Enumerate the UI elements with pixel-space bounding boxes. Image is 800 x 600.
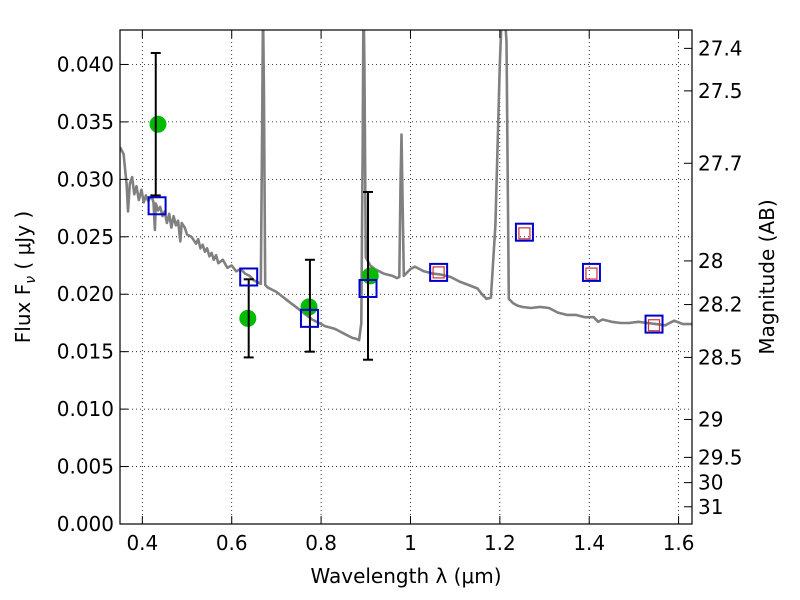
error-bar (243, 278, 254, 359)
y-axis-label-subscript: ν (23, 276, 39, 284)
y-tick-label: 0.010 (57, 397, 114, 421)
x-tick-label: 0.8 (305, 531, 337, 555)
right-tick-label: 27.5 (698, 79, 743, 103)
y-axis-label: Flux Fν ( μJy ) (11, 211, 39, 343)
error-bar (304, 258, 315, 353)
x-tick-label: 1.6 (663, 531, 695, 555)
x-tick-label: 0.6 (216, 531, 248, 555)
y-tick-label: 0.035 (57, 110, 114, 134)
model-flux-square (147, 196, 167, 216)
plot-frame (119, 29, 693, 525)
right-tick-label: 29 (698, 407, 723, 431)
x-tick-label: 1.2 (484, 531, 516, 555)
plot-area (120, 30, 692, 361)
x-tick-label: 1 (404, 531, 417, 555)
right-tick-label: 28.2 (698, 293, 743, 317)
inner-marker-square (432, 266, 445, 279)
inner-marker-square (647, 319, 661, 332)
right-tick-label: 27.4 (698, 36, 743, 60)
y-tick-label: 0.015 (57, 340, 114, 364)
inner-marker-square (585, 267, 598, 280)
right-tick-label: 28 (698, 249, 723, 273)
y-tick-label: 0.005 (57, 455, 114, 479)
model-flux-square (514, 222, 534, 242)
right-tick-label: 31 (698, 495, 723, 519)
right-tick-label: 30 (698, 471, 723, 495)
y-tick-label: 0.000 (57, 512, 114, 536)
error-bar (150, 51, 161, 197)
axis-tick-labels: 0.4 0.6 0.8 1 1.2 1.4 1.6 0.000 0.005 0.010 0.015 0… (57, 36, 743, 555)
y-tick-label: 0.025 (57, 225, 114, 249)
observed-point (149, 115, 167, 133)
axis-ticks (120, 30, 692, 525)
error-bar (363, 190, 374, 361)
y-axis-label-unit: ( μJy ) (11, 211, 35, 276)
right-tick-label: 28.5 (698, 345, 743, 369)
model-sed-line (120, 30, 692, 342)
model-flux-square (239, 267, 259, 287)
model-flux-square (581, 262, 601, 282)
model-flux-square (429, 262, 449, 282)
right-tick-label: 29.5 (698, 445, 743, 469)
y-tick-label: 0.040 (57, 52, 114, 76)
x-tick-label: 1.4 (573, 531, 605, 555)
model-flux-square (644, 314, 664, 334)
y-tick-label: 0.030 (57, 167, 114, 191)
right-tick-label: 27.7 (698, 151, 743, 175)
model-flux-square (299, 308, 319, 328)
y-axis-label-main: Flux F (11, 284, 35, 343)
x-tick-label: 0.4 (126, 531, 158, 555)
y-tick-label: 0.020 (57, 282, 114, 306)
inner-marker-square (518, 227, 531, 240)
model-flux-square (358, 278, 378, 298)
x-axis-label: Wavelength λ (μm) (310, 564, 501, 588)
right-axis-label: Magnitude (AB) (755, 199, 779, 354)
